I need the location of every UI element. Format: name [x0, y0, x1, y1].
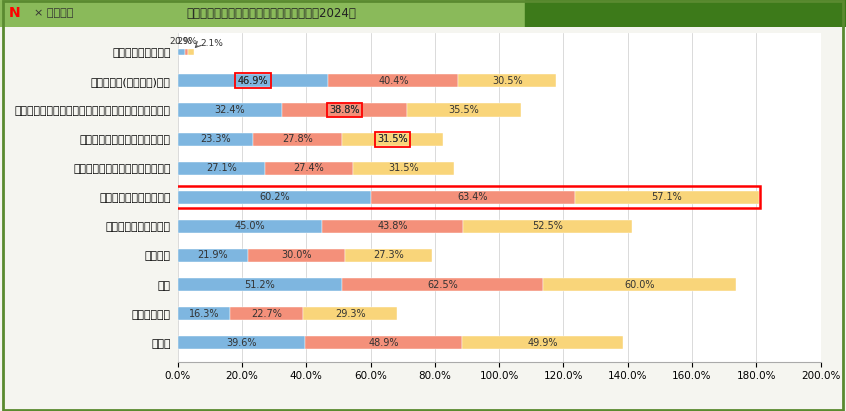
Text: 30.0%: 30.0% — [281, 250, 311, 261]
Text: 38.8%: 38.8% — [329, 105, 360, 115]
Text: 31.5%: 31.5% — [377, 134, 408, 144]
Bar — [178, 104, 282, 117]
Bar — [0, 0, 525, 27]
Bar — [188, 48, 195, 55]
Bar — [342, 132, 443, 145]
Bar — [282, 104, 407, 117]
Bar — [371, 191, 575, 204]
Bar — [178, 162, 265, 175]
Bar — [344, 249, 432, 262]
Text: 30.5%: 30.5% — [492, 76, 523, 86]
Text: 43.8%: 43.8% — [377, 222, 408, 231]
Bar — [178, 74, 328, 88]
Text: 16.3%: 16.3% — [189, 309, 219, 319]
Text: 27.3%: 27.3% — [373, 250, 404, 261]
Text: 49.9%: 49.9% — [527, 338, 558, 348]
Bar — [178, 307, 230, 320]
Bar — [178, 220, 322, 233]
Bar — [178, 132, 253, 145]
Text: N: N — [8, 6, 20, 21]
Text: 38.8%: 38.8% — [329, 105, 360, 115]
Text: 46.9%: 46.9% — [238, 76, 268, 86]
Text: 29.3%: 29.3% — [335, 309, 365, 319]
Bar — [178, 336, 305, 349]
Text: 40.4%: 40.4% — [378, 76, 409, 86]
Bar — [462, 336, 623, 349]
Text: 52.5%: 52.5% — [532, 222, 563, 231]
Bar — [543, 278, 736, 291]
Text: 31.5%: 31.5% — [388, 163, 419, 173]
Bar — [459, 74, 557, 88]
Text: 2.2%: 2.2% — [170, 37, 193, 46]
Bar — [305, 336, 462, 349]
Bar — [178, 48, 184, 55]
Bar — [230, 307, 303, 320]
Text: 0.9%: 0.9% — [174, 37, 198, 46]
Bar — [353, 162, 454, 175]
Text: 39.6%: 39.6% — [226, 338, 256, 348]
Text: 60.2%: 60.2% — [259, 192, 289, 202]
Bar — [178, 191, 371, 204]
Bar — [463, 220, 632, 233]
Legend: 賌貸ひとり暮らし, ルームシェア・同棲, 実家暮らし: 賌貸ひとり暮らし, ルームシェア・同棲, 実家暮らし — [336, 410, 598, 411]
Text: 62.5%: 62.5% — [427, 279, 458, 290]
Text: 27.8%: 27.8% — [282, 134, 313, 144]
Bar — [248, 249, 344, 262]
Text: 22.7%: 22.7% — [251, 309, 282, 319]
Bar — [322, 220, 463, 233]
Bar — [525, 0, 846, 27]
Text: 45.0%: 45.0% — [234, 222, 266, 231]
Text: 57.1%: 57.1% — [651, 192, 682, 202]
Text: 48.9%: 48.9% — [368, 338, 398, 348]
Text: 46.9%: 46.9% — [238, 76, 268, 86]
Text: 63.4%: 63.4% — [458, 192, 488, 202]
Bar — [328, 74, 459, 88]
Bar — [184, 48, 188, 55]
Bar — [407, 104, 520, 117]
Text: 31.5%: 31.5% — [377, 134, 408, 144]
Bar — [178, 278, 343, 291]
Text: × エイブル: × エイブル — [34, 8, 74, 18]
Bar — [575, 191, 759, 204]
Text: 27.4%: 27.4% — [294, 163, 324, 173]
Text: 32.4%: 32.4% — [214, 105, 245, 115]
Text: 23.3%: 23.3% — [200, 134, 230, 144]
Text: 27.1%: 27.1% — [206, 163, 237, 173]
Text: 21.9%: 21.9% — [198, 250, 228, 261]
Bar — [265, 162, 353, 175]
Text: 2.1%: 2.1% — [201, 39, 223, 48]
Text: 「住まい別・料理に関するアンケート調査2024」: 「住まい別・料理に関するアンケート調査2024」 — [186, 7, 356, 20]
Bar — [343, 278, 543, 291]
Text: 35.5%: 35.5% — [448, 105, 479, 115]
Bar — [303, 307, 398, 320]
Text: 60.0%: 60.0% — [624, 279, 655, 290]
Bar — [253, 132, 342, 145]
Bar — [178, 249, 248, 262]
Text: 51.2%: 51.2% — [244, 279, 275, 290]
